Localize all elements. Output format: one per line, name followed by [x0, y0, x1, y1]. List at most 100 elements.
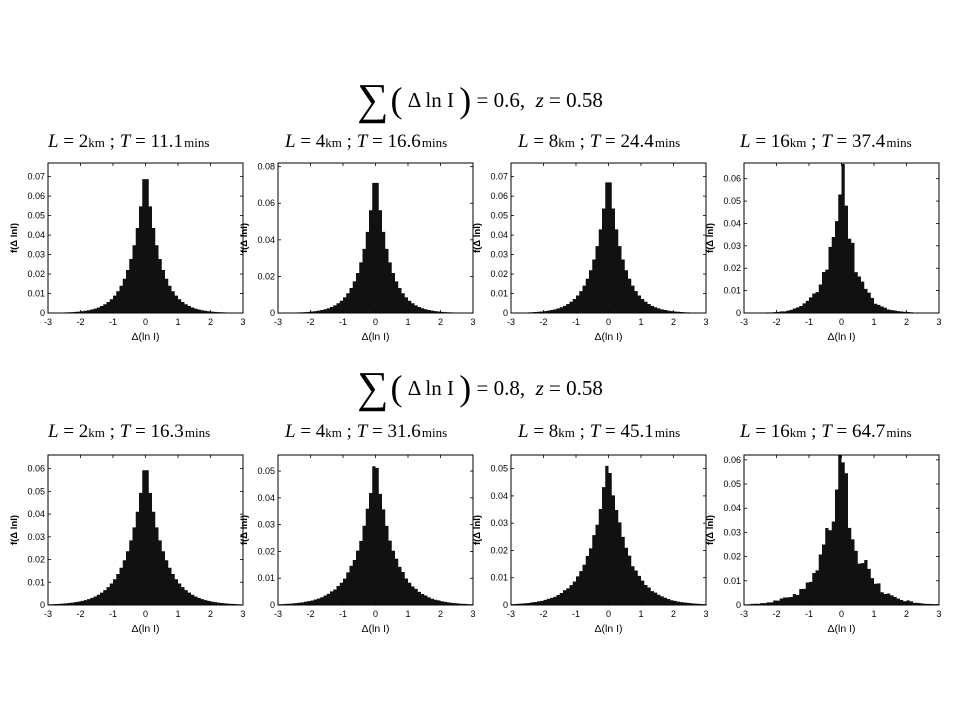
- y-tick-label: 0.03: [257, 520, 275, 530]
- row-1-title: ∑ ( Δ ln I ) = 0.6, z = 0.58: [357, 75, 603, 124]
- y-axis-label: f(Δ lnI): [239, 515, 250, 545]
- histogram-bars: [511, 465, 706, 605]
- x-tick-label: 0: [373, 317, 378, 327]
- x-tick-label: 3: [470, 609, 475, 619]
- y-tick-label: 0.03: [27, 532, 45, 542]
- y-tick-label: 0.02: [723, 552, 741, 562]
- panel-title: L = 4km ; T = 16.6 mins: [285, 131, 448, 152]
- y-tick-label: 0.03: [27, 250, 45, 260]
- y-tick-label: 0.01: [723, 286, 741, 296]
- row-1-z-label: z: [535, 87, 544, 112]
- x-tick-label: 1: [405, 609, 410, 619]
- y-tick-label: 0.06: [723, 455, 741, 465]
- x-axis-label: Δ(ln I): [361, 623, 389, 635]
- y-tick-label: 0.05: [723, 196, 741, 206]
- panel-title: L = 2km ; T = 16.3 mins: [48, 421, 211, 442]
- y-tick-label: 0.01: [257, 573, 275, 583]
- x-tick-label: 2: [208, 317, 213, 327]
- y-tick-label: 0.06: [257, 198, 275, 208]
- y-tick-label: 0.04: [490, 491, 508, 501]
- row-1-z-value: 0.58: [566, 87, 603, 112]
- x-tick-label: -2: [76, 317, 84, 327]
- y-tick-label: 0.05: [490, 211, 508, 221]
- y-tick-label: 0.06: [27, 464, 45, 474]
- y-tick-label: 0.01: [723, 576, 741, 586]
- panel-title: L = 16km ; T = 64.7 mins: [740, 421, 912, 442]
- y-tick-label: 0.02: [27, 555, 45, 565]
- y-tick-label: 0.05: [723, 479, 741, 489]
- x-tick-label: -1: [339, 317, 347, 327]
- row-2-title: ∑ ( Δ ln I ) = 0.8, z = 0.58: [357, 363, 603, 412]
- y-tick-label: 0.04: [723, 503, 741, 513]
- histogram-panel: -3 -2 -1 0 1 2 3 0 0.01 0.02 0.03 0.04 0.05 Δ(ln I) f(…: [239, 454, 476, 635]
- x-axis-label: Δ(ln I): [594, 623, 622, 635]
- row-2-z-label: z: [535, 375, 544, 400]
- y-tick-label: 0.08: [257, 162, 275, 172]
- y-tick-label: 0: [503, 308, 508, 318]
- x-tick-label: -3: [44, 317, 52, 327]
- x-tick-label: -2: [76, 609, 84, 619]
- histogram-panel: -3 -2 -1 0 1 2 3 0 0.01 0.02 0.03 0.04 0.05 0.06 Δ(ln …: [705, 454, 942, 635]
- x-tick-label: 2: [438, 317, 443, 327]
- x-tick-label: -1: [109, 317, 117, 327]
- y-tick-label: 0.06: [27, 191, 45, 201]
- panel-title: L = 16km ; T = 37.4 mins: [740, 131, 912, 152]
- y-tick-label: 0: [40, 600, 45, 610]
- y-tick-label: 0.02: [27, 269, 45, 279]
- x-tick-label: -2: [306, 609, 314, 619]
- histogram-bars: [744, 455, 939, 605]
- x-tick-label: 3: [470, 317, 475, 327]
- y-tick-label: 0.04: [257, 235, 275, 245]
- y-axis-label: f(Δ lnI): [472, 515, 483, 545]
- x-tick-label: -1: [572, 317, 580, 327]
- row-2-value: 0.8: [493, 375, 520, 400]
- y-tick-label: 0.02: [257, 271, 275, 281]
- y-tick-label: 0.02: [723, 263, 741, 273]
- histogram-bars: [294, 182, 457, 313]
- y-tick-label: 0.07: [490, 172, 508, 182]
- x-tick-label: -1: [339, 609, 347, 619]
- y-tick-label: 0.04: [27, 509, 45, 519]
- histogram-bars: [48, 470, 243, 605]
- x-tick-label: -3: [274, 609, 282, 619]
- x-tick-label: 3: [936, 609, 941, 619]
- histogram-bars: [524, 182, 693, 313]
- y-tick-label: 0: [503, 600, 508, 610]
- x-tick-label: -3: [507, 609, 515, 619]
- x-axis-label: Δ(ln I): [131, 331, 159, 343]
- x-tick-label: 0: [839, 609, 844, 619]
- histogram-panel: -3 -2 -1 0 1 2 3 0 0.01 0.02 0.03 0.04 0.05 Δ(ln I) f(…: [472, 454, 709, 635]
- row-1-value: 0.6: [493, 87, 520, 112]
- y-tick-label: 0.03: [490, 518, 508, 528]
- x-tick-label: 0: [606, 609, 611, 619]
- x-tick-label: 0: [839, 317, 844, 327]
- x-tick-label: -3: [507, 317, 515, 327]
- x-axis-label: Δ(ln I): [827, 623, 855, 635]
- x-tick-label: 3: [703, 609, 708, 619]
- y-tick-label: 0.01: [490, 289, 508, 299]
- histogram-panel: -3 -2 -1 0 1 2 3 0 0.01 0.02 0.03 0.04 0.05 0.06 Δ(ln …: [705, 162, 942, 343]
- y-tick-label: 0: [736, 308, 741, 318]
- y-tick-label: 0.02: [257, 546, 275, 556]
- x-tick-label: 1: [175, 317, 180, 327]
- x-tick-label: -1: [805, 317, 813, 327]
- histogram-panel: -3 -2 -1 0 1 2 3 0 0.01 0.02 0.03 0.04 0.05 0.06 0.07 Δ…: [472, 162, 709, 343]
- panel-title: L = 4km ; T = 31.6 mins: [285, 421, 448, 442]
- x-tick-label: 3: [240, 317, 245, 327]
- x-tick-label: 1: [638, 609, 643, 619]
- x-axis-label: Δ(ln I): [361, 331, 389, 343]
- x-tick-label: -3: [44, 609, 52, 619]
- x-tick-label: -3: [740, 609, 748, 619]
- row-2-lhs: Δ ln I: [407, 375, 454, 400]
- x-tick-label: -2: [772, 317, 780, 327]
- y-axis-label: f(Δ lnI): [9, 515, 20, 545]
- y-axis-label: f(Δ lnI): [239, 223, 250, 253]
- x-tick-label: 2: [208, 609, 213, 619]
- x-tick-label: 0: [606, 317, 611, 327]
- panel-title: L = 8km ; T = 45.1 mins: [518, 421, 681, 442]
- y-axis-label: f(Δ lnI): [472, 223, 483, 253]
- histogram-bars: [278, 466, 473, 605]
- x-tick-label: 1: [638, 317, 643, 327]
- y-axis-label: f(Δ lnI): [9, 223, 20, 253]
